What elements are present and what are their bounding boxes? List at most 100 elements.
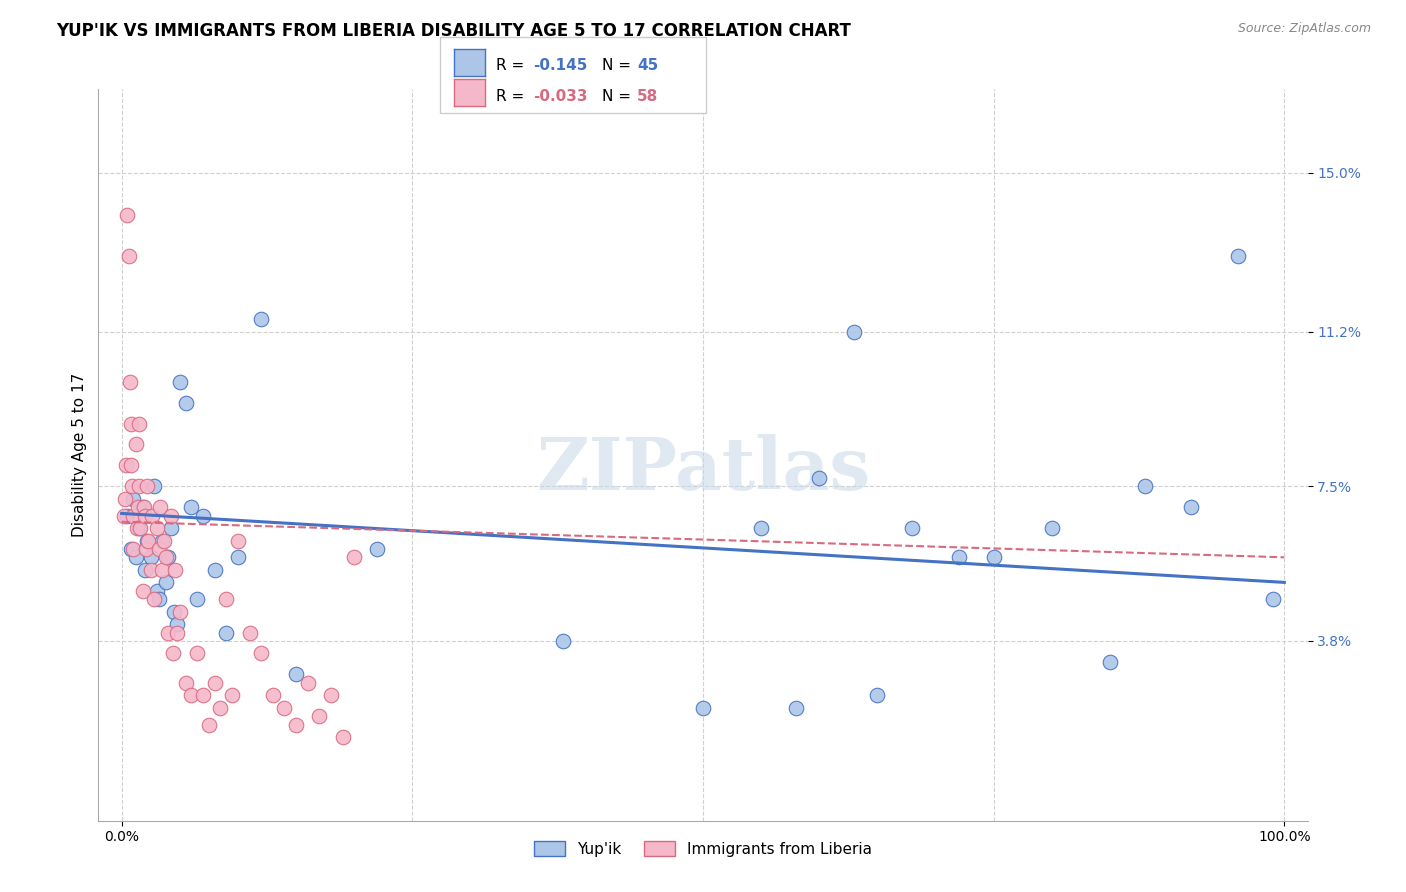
Point [134, 563, 156, 577]
Legend: Yup'ik, Immigrants from Liberia: Yup'ik, Immigrants from Liberia [526, 833, 880, 864]
Point [221, 688, 243, 702]
Point [1261, 592, 1284, 607]
Text: YUP'IK VS IMMIGRANTS FROM LIBERIA DISABILITY AGE 5 TO 17 CORRELATION CHART: YUP'IK VS IMMIGRANTS FROM LIBERIA DISABI… [56, 22, 851, 40]
Point [159, 521, 181, 535]
Point [166, 625, 188, 640]
Point [122, 508, 145, 523]
Point [124, 437, 146, 451]
Point [127, 500, 149, 515]
Point [148, 541, 170, 556]
Point [139, 563, 162, 577]
Point [332, 730, 354, 744]
Point [112, 508, 135, 523]
Point [128, 521, 150, 535]
Point [152, 533, 174, 548]
Point [204, 563, 226, 577]
Point [191, 508, 214, 523]
Text: -0.145: -0.145 [533, 58, 588, 72]
Point [1226, 249, 1249, 263]
Point [1098, 655, 1121, 669]
Point [115, 458, 138, 473]
Point [143, 479, 166, 493]
Point [118, 249, 141, 263]
Point [204, 675, 226, 690]
Point [285, 667, 308, 681]
Point [138, 533, 160, 548]
Point [132, 500, 155, 515]
Point [239, 625, 262, 640]
Point [155, 550, 177, 565]
Point [226, 533, 249, 548]
Point [117, 508, 139, 523]
Point [174, 395, 197, 409]
Point [150, 563, 173, 577]
Point [250, 312, 273, 326]
Point [866, 688, 889, 702]
Point [114, 491, 136, 506]
Point [128, 479, 150, 493]
Text: 58: 58 [637, 89, 658, 103]
Point [165, 563, 187, 577]
Point [124, 550, 146, 565]
Point [149, 500, 172, 515]
Point [262, 688, 284, 702]
Point [273, 700, 295, 714]
Point [131, 583, 153, 598]
Text: N =: N = [602, 89, 636, 103]
Point [226, 550, 249, 565]
Point [163, 605, 186, 619]
Point [166, 617, 188, 632]
Point [180, 688, 202, 702]
Point [319, 688, 342, 702]
Point [553, 634, 575, 648]
Point [215, 592, 238, 607]
Text: R =: R = [496, 58, 530, 72]
Point [117, 208, 139, 222]
Point [250, 647, 273, 661]
Point [145, 521, 167, 535]
Text: R =: R = [496, 89, 530, 103]
Point [1040, 521, 1063, 535]
Point [122, 541, 145, 556]
Point [143, 592, 166, 607]
Point [215, 625, 238, 640]
Text: ZIPatlas: ZIPatlas [536, 434, 870, 505]
Point [145, 583, 167, 598]
Point [141, 508, 163, 523]
Point [343, 550, 366, 565]
Point [162, 647, 184, 661]
Point [844, 325, 866, 339]
Point [785, 700, 807, 714]
Point [180, 500, 202, 515]
Point [808, 471, 831, 485]
Point [157, 550, 180, 565]
Point [308, 709, 330, 723]
Point [169, 605, 191, 619]
Point [129, 521, 152, 535]
Point [901, 521, 924, 535]
Point [285, 717, 308, 731]
Point [948, 550, 970, 565]
Point [1133, 479, 1156, 493]
Text: -0.033: -0.033 [533, 89, 588, 103]
Point [1180, 500, 1202, 515]
Point [125, 521, 148, 535]
Point [692, 700, 714, 714]
Text: N =: N = [602, 58, 636, 72]
Point [157, 625, 180, 640]
Point [128, 417, 150, 431]
Point [121, 479, 143, 493]
Point [209, 700, 232, 714]
Point [148, 592, 170, 607]
Point [122, 491, 145, 506]
Point [159, 508, 181, 523]
Text: 45: 45 [637, 58, 658, 72]
Y-axis label: Disability Age 5 to 17: Disability Age 5 to 17 [72, 373, 87, 537]
Point [120, 417, 142, 431]
Point [118, 375, 141, 389]
Point [120, 458, 142, 473]
Point [134, 508, 156, 523]
Point [131, 500, 153, 515]
Point [139, 550, 162, 565]
Point [198, 717, 221, 731]
